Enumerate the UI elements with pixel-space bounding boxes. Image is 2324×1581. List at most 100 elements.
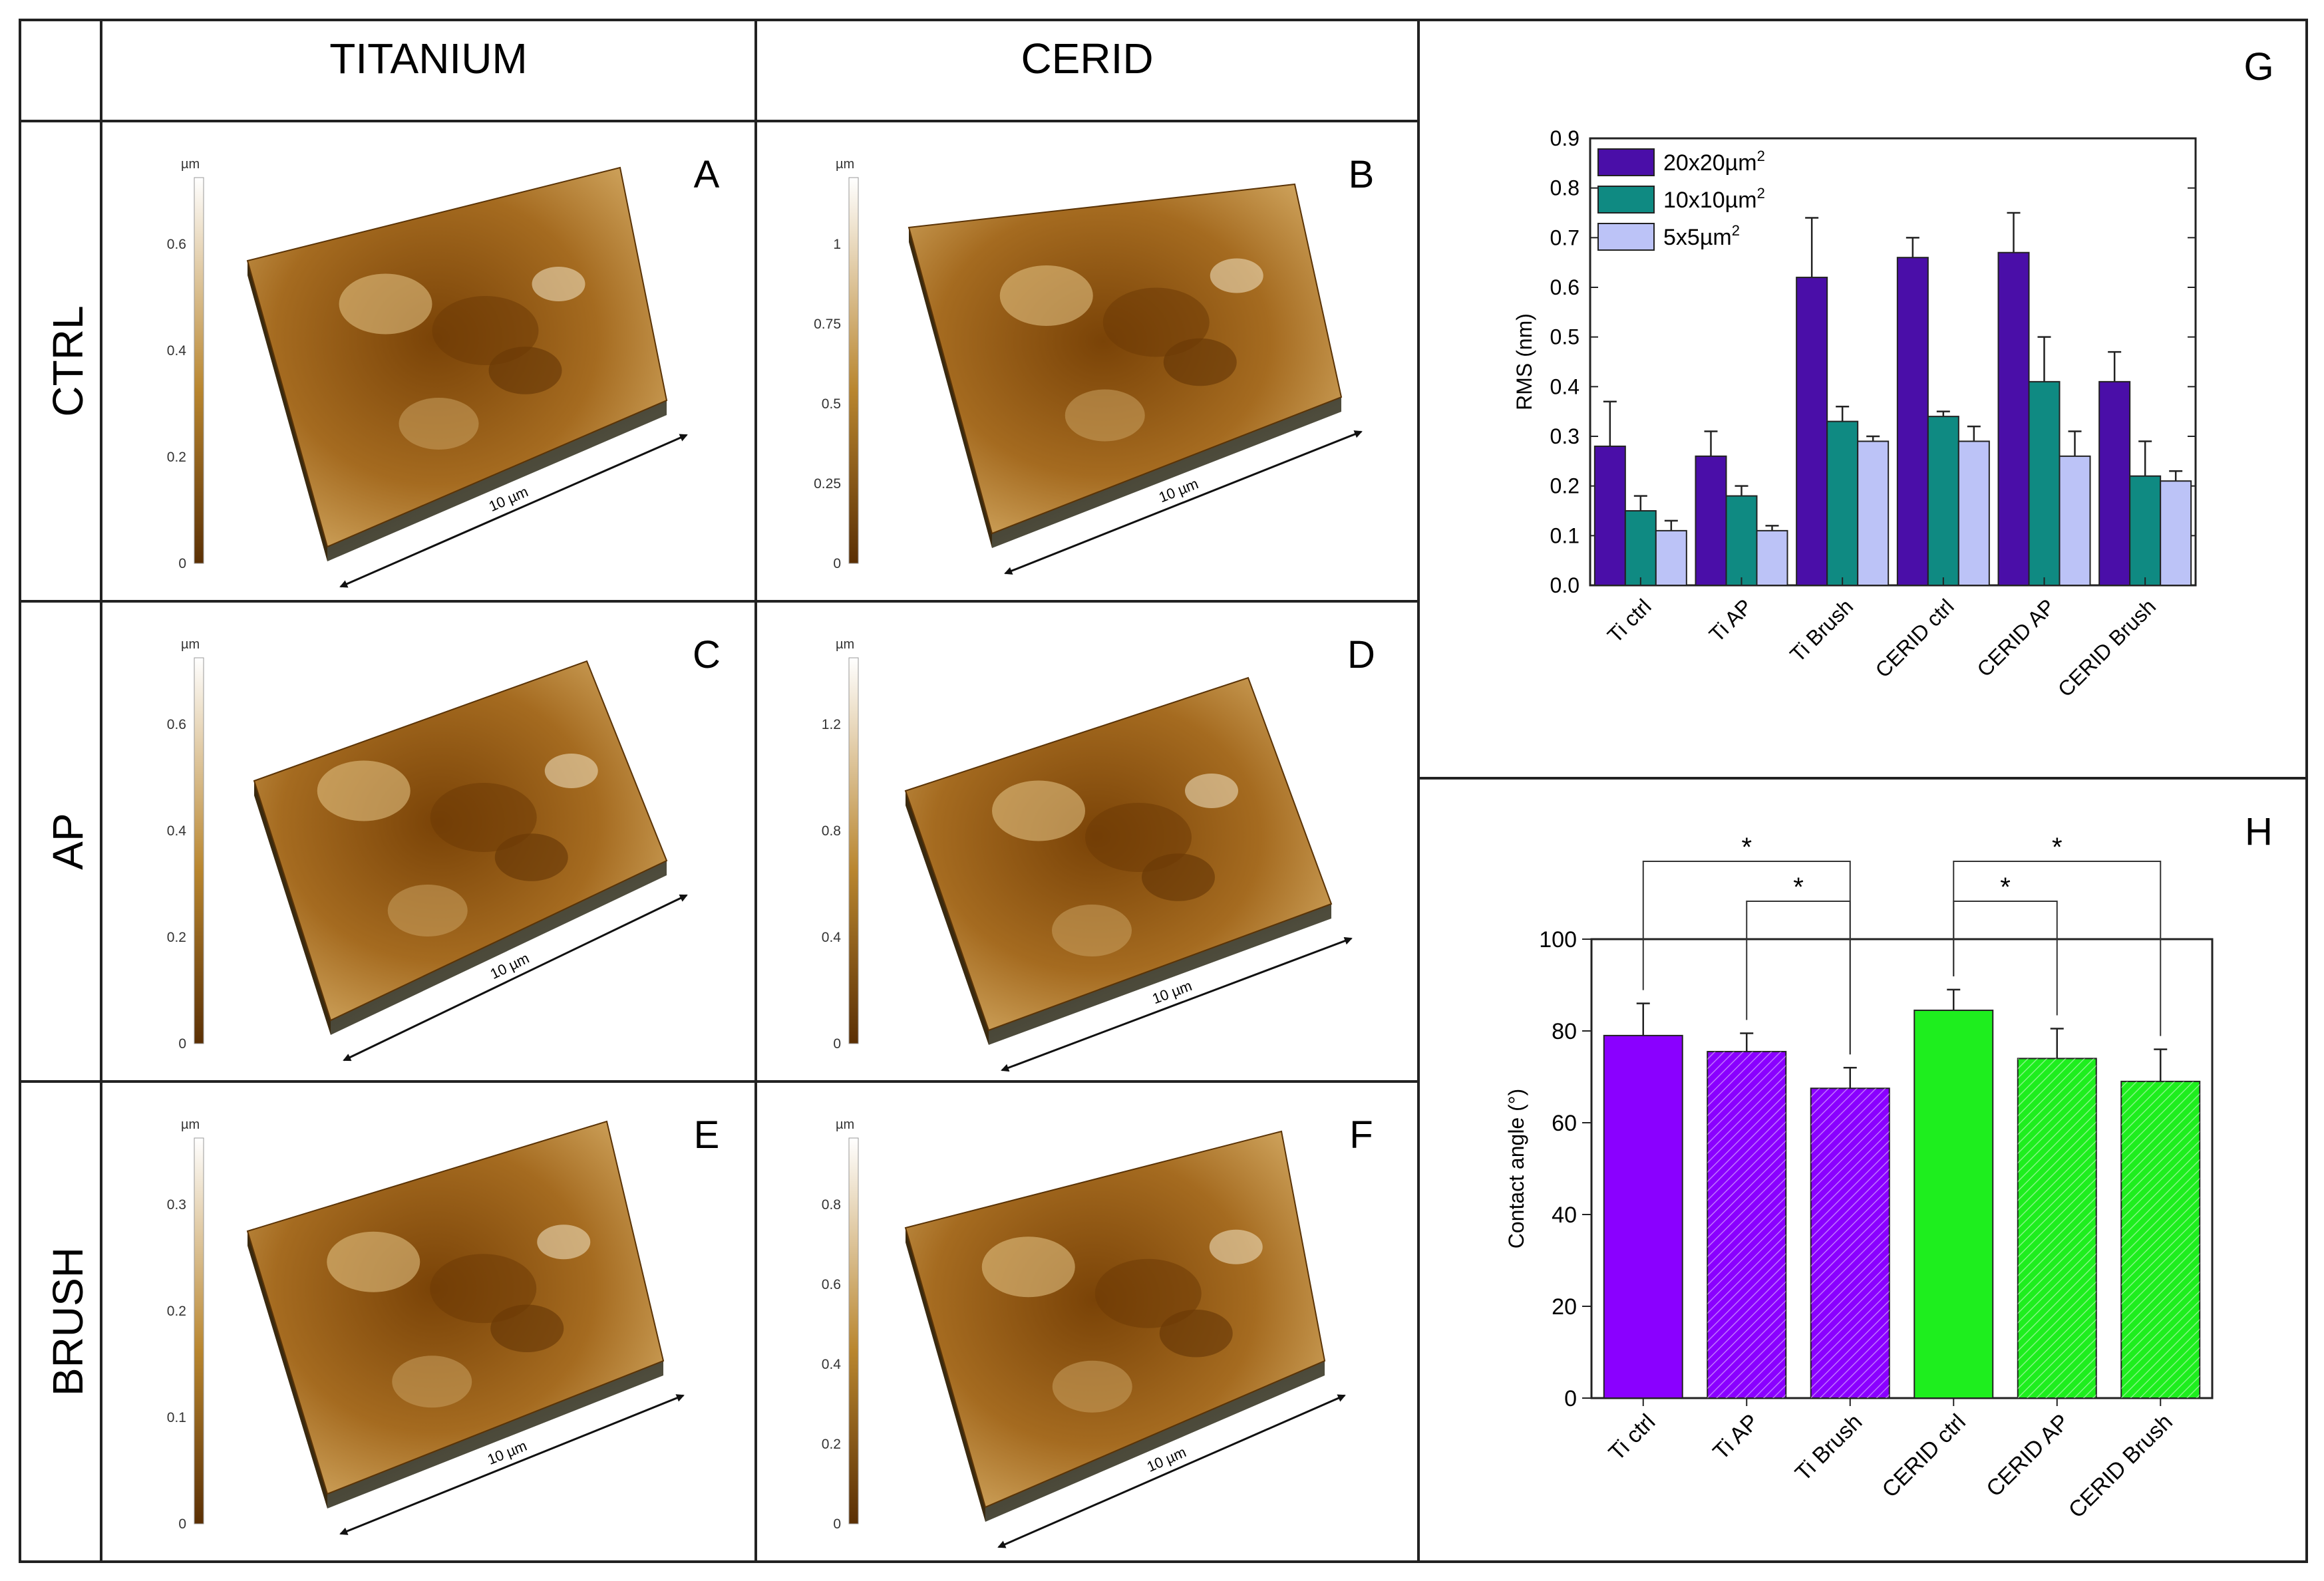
colorbar-tick: 0.2: [167, 1304, 186, 1319]
contact-angle-bar: [1913, 1009, 1994, 1399]
topography-feature: [430, 783, 537, 852]
colorbar-tick: 0.75: [814, 317, 841, 332]
bar-hatch: [1707, 1052, 1786, 1398]
colorbar-tick: 0: [833, 556, 841, 571]
column-header-titanium: TITANIUM: [329, 35, 527, 82]
rms-bar: [2160, 480, 2192, 587]
panel-letter-h: H: [2245, 810, 2273, 853]
charts-border: [1417, 19, 2308, 1563]
rms-bar: [1796, 277, 1828, 586]
colorbar-tick: 0.2: [167, 930, 186, 945]
colorbar-tick: 0: [178, 1516, 186, 1532]
x-tick-label: CERID AP: [1981, 1409, 2074, 1502]
significance-bracket: [1953, 901, 2058, 1016]
topography-feature: [399, 398, 479, 450]
scale-arrow: [1001, 936, 1353, 1072]
x-tick-label: Ti ctrl: [1604, 1409, 1661, 1466]
y-axis-label: RMS (nm): [1512, 313, 1536, 410]
topography-feature: [387, 885, 468, 936]
rms-bar: [2028, 380, 2061, 586]
plot-area: [1589, 137, 2197, 587]
legend-swatch: [1597, 186, 1655, 214]
colorbar-tick: 0: [178, 556, 186, 571]
colorbar: [848, 177, 859, 564]
colorbar-tick: 0.4: [822, 930, 842, 945]
topography-feature: [1065, 389, 1145, 442]
topography-feature: [430, 1254, 537, 1324]
colorbar-tick: 0.6: [167, 717, 186, 732]
x-tick-label: CERID ctrl: [1878, 1409, 1971, 1503]
rms-bar: [1826, 420, 1859, 586]
rms-bar: [1927, 416, 1959, 587]
topography-feature: [544, 754, 598, 788]
y-tick-label: 0.8: [1550, 176, 1579, 200]
chart-frame: G H: [1417, 19, 2308, 1563]
colorbar-unit: µm: [836, 1117, 854, 1132]
colorbar-tick: 0.8: [822, 823, 841, 839]
y-tick-label: 60: [1552, 1111, 1577, 1136]
y-tick-label: 0.5: [1550, 325, 1579, 349]
y-tick-label: 0.3: [1550, 424, 1579, 448]
colorbar-unit: µm: [181, 157, 200, 172]
x-tick-label: Ti Brush: [1790, 1409, 1867, 1486]
topography-feature: [992, 780, 1085, 841]
topography-feature: [1085, 803, 1192, 872]
topography-feature: [339, 273, 432, 335]
rms-bar: [1957, 440, 1990, 587]
rms-bar: [2059, 455, 2091, 586]
panel-letter-g: G: [2243, 45, 2273, 88]
y-tick-label: 0: [1564, 1386, 1577, 1411]
rms-bar: [2129, 475, 2162, 586]
colorbar-tick: 1.2: [822, 717, 841, 732]
panel-letter: C: [693, 633, 721, 676]
colorbar-tick: 1: [833, 237, 841, 252]
y-tick-label: 0.6: [1550, 275, 1579, 299]
scale-arrow: [339, 434, 688, 588]
rms-bar: [2098, 380, 2131, 586]
x-tick-label: Ti ctrl: [1603, 594, 1656, 647]
rms-bar: [1997, 251, 2030, 586]
topography-feature: [999, 265, 1093, 326]
contact-angle-bar: [1603, 1034, 1683, 1399]
rms-bar: [1695, 455, 1727, 586]
topography-feature: [1210, 258, 1263, 293]
colorbar-tick: 0.2: [822, 1437, 841, 1452]
bar-hatch: [2121, 1081, 2200, 1398]
y-tick-label: 0.1: [1550, 523, 1579, 547]
colorbar-tick: 0.4: [167, 343, 187, 359]
contact-angle-chart: 0 20 40 60 80 100 Contact angle (°) Ti ctrl Ti A…: [1504, 833, 2214, 1523]
colorbar-tick: 0.4: [167, 823, 187, 839]
afm-grid: TITANIUM CERID CTRL AP BRUSH: [19, 19, 1420, 1563]
surface-side: [906, 791, 989, 1045]
colorbar-unit: µm: [181, 637, 200, 652]
x-tick-label: CERID Brush: [2064, 1409, 2178, 1523]
plot-area: [1590, 938, 2214, 1399]
row-header-ctrl: CTRL: [44, 305, 92, 416]
surface-side: [248, 1231, 327, 1509]
colorbar-tick: 0: [833, 1036, 841, 1052]
colorbar-tick: 0.3: [167, 1197, 186, 1213]
panel-letter: D: [1347, 633, 1375, 676]
y-tick-label: 0.2: [1550, 474, 1579, 498]
rms-bar: [1896, 257, 1929, 586]
legend-entry: 5x5µm2: [1663, 222, 1740, 250]
scale-arrow: [1004, 430, 1363, 575]
panel-letter: F: [1349, 1113, 1373, 1157]
topography-feature: [327, 1231, 420, 1292]
panel-letter: A: [694, 153, 720, 196]
column-header-cerid: CERID: [1021, 35, 1153, 82]
significance-bracket: [1746, 901, 1851, 1055]
rms-chart: 0.0 0.1 0.2 0.3 0.4 0.5 0.6 0.7 0.8 0.9 RMS (nm) Ti…: [1512, 126, 2197, 702]
x-tick-label: Ti AP: [1705, 594, 1757, 647]
topography-feature: [1052, 905, 1132, 956]
y-tick-label: 0.0: [1550, 573, 1579, 597]
scale-arrow: [997, 1394, 1346, 1548]
colorbar-tick: 0: [178, 1036, 186, 1052]
topography-feature: [532, 267, 585, 301]
legend-entry: 10x10µm2: [1663, 185, 1765, 213]
